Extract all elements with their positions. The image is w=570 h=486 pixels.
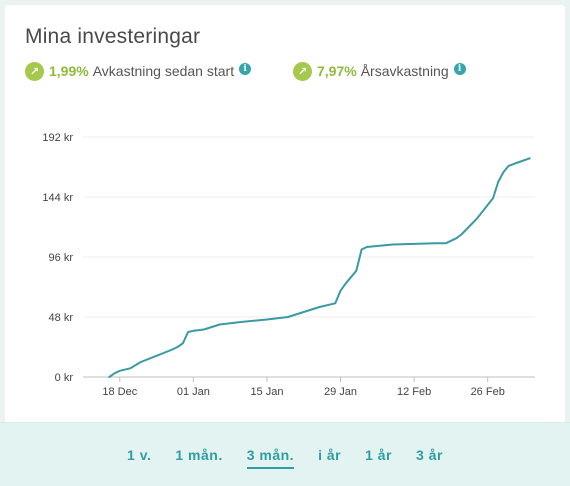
range-selector: 1 v. 1 mån. 3 mån. i år 1 år 3 år	[0, 447, 570, 469]
x-tick-label: 18 Dec	[102, 386, 137, 398]
x-tick-label: 12 Feb	[397, 386, 431, 398]
investment-line-chart[interactable]: 0 kr 48 kr 96 kr 144 kr 192 kr 18 Dec 01 Jan 15…	[5, 5, 565, 422]
y-tick-label: 144 kr	[42, 192, 73, 204]
info-icon[interactable]: i	[239, 63, 252, 75]
range-option-2[interactable]: 3 mån.	[246, 447, 295, 469]
x-tick-label: 26 Feb	[471, 386, 505, 398]
info-icon[interactable]: i	[453, 63, 466, 75]
range-option-5[interactable]: 3 år	[416, 447, 443, 463]
series-line	[108, 157, 531, 378]
arrow-up-right-icon: ↗	[293, 61, 312, 81]
x-tick-label: 29 Jan	[324, 386, 357, 398]
total-return-value: 1,99%	[49, 63, 89, 79]
x-tick-label: 01 Jan	[177, 386, 210, 398]
y-tick-label: 0 kr	[55, 372, 74, 384]
range-selector-bar: 1 v. 1 mån. 3 mån. i år 1 år 3 år	[0, 422, 570, 486]
annual-return-value: 7,97%	[317, 63, 357, 79]
range-option-4[interactable]: 1 år	[365, 447, 393, 463]
range-option-0[interactable]: 1 v.	[127, 447, 152, 463]
y-tick-label: 48 kr	[49, 312, 74, 324]
annual-return-stat: ↗ 7,97% Årsavkastning i	[293, 60, 466, 82]
y-tick-label: 192 kr	[42, 132, 73, 144]
x-tick-label: 15 Jan	[250, 386, 283, 398]
y-tick-label: 96 kr	[49, 252, 74, 264]
total-return-stat: ↗ 1,99% Avkastning sedan start i	[25, 60, 252, 82]
arrow-up-right-icon: ↗	[25, 61, 44, 81]
annual-return-label: Årsavkastning	[360, 63, 449, 79]
investments-card: Mina investeringar ↗ 1,99% Avkastning se…	[5, 5, 565, 480]
card-title: Mina investeringar	[25, 25, 201, 48]
range-option-3[interactable]: i år	[318, 447, 342, 463]
total-return-label: Avkastning sedan start	[92, 63, 235, 79]
range-option-1[interactable]: 1 mån.	[175, 447, 223, 463]
